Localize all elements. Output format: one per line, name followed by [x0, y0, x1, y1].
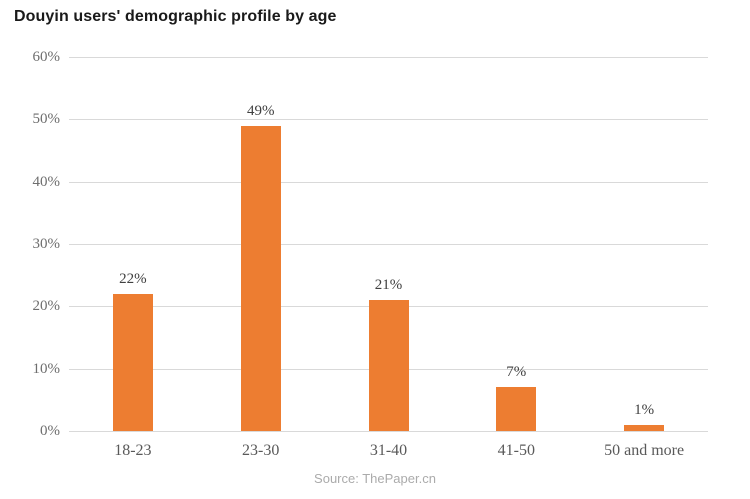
chart-title: Douyin users' demographic profile by age	[14, 8, 337, 25]
gridline-30	[69, 244, 708, 245]
category-label-23-30: 23-30	[242, 442, 280, 459]
ytick-label: 10%	[32, 360, 61, 377]
category-label-50-and-more: 50 and more	[604, 442, 685, 459]
source-credit: Source: ThePaper.cn	[314, 471, 436, 486]
ytick-label: 20%	[32, 298, 61, 315]
bar-value-label: 7%	[506, 364, 527, 381]
gridline-60	[69, 57, 708, 58]
category-label-18-23: 18-23	[114, 442, 152, 459]
gridline-0	[69, 431, 708, 432]
bar-50-and-more	[624, 424, 665, 431]
gridline-50	[69, 119, 708, 121]
bar-41-50	[496, 387, 537, 431]
category-label-31-40: 31-40	[369, 442, 408, 459]
ytick-label: 0%	[40, 423, 60, 439]
category-label-41-50: 41-50	[497, 442, 535, 459]
ytick-label: 40%	[32, 173, 61, 190]
bar-18-23	[112, 293, 153, 431]
ytick-label: 30%	[32, 236, 61, 252]
bar-23-30	[240, 125, 281, 431]
gridline-40	[69, 181, 708, 183]
ytick-label: 50%	[32, 111, 61, 128]
bar-31-40	[368, 300, 409, 431]
bar-value-label: 49%	[246, 102, 275, 119]
plot-area	[69, 57, 708, 432]
bar-value-label: 1%	[634, 401, 655, 418]
ytick-label: 60%	[32, 49, 61, 65]
bar-value-label: 21%	[374, 277, 403, 294]
bar-value-label: 22%	[119, 270, 147, 287]
